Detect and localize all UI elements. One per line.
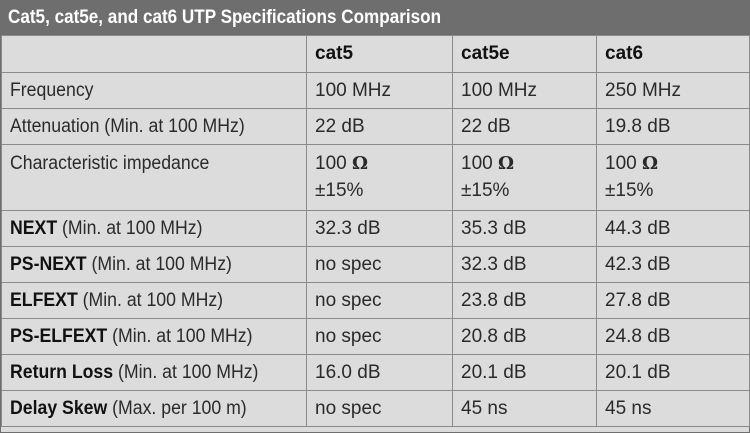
cell-cat5e: 100 Ω ±15% [452,144,597,211]
row-label: NEXT (Min. at 100 MHz) [1,210,307,247]
table-row-elfext: ELFEXT (Min. at 100 MHz) no spec 23.8 dB… [1,282,750,319]
row-label-note: (Max. per 100 m) [107,397,247,419]
cell-cat5e: 22 dB [452,108,597,145]
table-row-delay-skew: Delay Skew (Max. per 100 m) no spec 45 n… [1,390,750,427]
cell-cat5: 16.0 dB [306,354,453,391]
row-label: ELFEXT (Min. at 100 MHz) [1,282,307,319]
ohm-symbol: Ω [641,153,659,174]
cell-cat6: 20.1 dB [596,354,750,391]
row-label: Characteristic impedance [1,144,307,211]
cell-cat6: 250 MHz [596,72,750,109]
cell-cat5: 22 dB [306,108,453,145]
row-label-name: NEXT [10,217,58,239]
table-row-ps-next: PS-NEXT (Min. at 100 MHz) no spec 32.3 d… [1,246,750,283]
cell-cat5e: 45 ns [452,390,597,427]
row-label: PS-NEXT (Min. at 100 MHz) [1,246,307,283]
cell-cat6: 45 ns [596,390,750,427]
cell-cat5: 100 MHz [306,72,453,109]
cell-cat5: no spec [306,282,453,319]
row-label-note: (Min. at 100 MHz) [107,325,253,347]
cell-cat6: 42.3 dB [596,246,750,283]
cell-cat6: 19.8 dB [596,108,750,145]
impedance-value: 100 [461,153,493,174]
impedance-value: 100 [315,153,347,174]
row-label-note: (Min. at 100 MHz) [57,217,203,239]
row-label: Attenuation (Min. at 100 MHz) [1,108,307,145]
cell-cat5e: 20.1 dB [452,354,597,391]
header-cat5: cat5 [306,35,453,73]
ohm-symbol: Ω [351,153,369,174]
header-empty [1,35,307,73]
row-label-name: ELFEXT [10,289,78,311]
row-label-note: (Min. at 100 MHz) [113,361,259,383]
table-row-attenuation: Attenuation (Min. at 100 MHz) 22 dB 22 d… [1,108,750,145]
cell-cat5e: 20.8 dB [452,318,597,355]
spec-table: cat5 cat5e cat6 Frequency 100 MHz 100 MH… [1,35,750,427]
table-title: Cat5, cat5e, and cat6 UTP Specifications… [1,1,749,35]
row-label-text: Characteristic impedance [10,153,210,174]
header-cat5e: cat5e [452,35,597,73]
row-label: Frequency [1,72,307,109]
cell-cat6: 27.8 dB [596,282,750,319]
table-row-impedance: Characteristic impedance 100 Ω ±15% 100 … [1,144,750,211]
ohm-symbol: Ω [497,153,515,174]
cell-cat5e: 100 MHz [452,72,597,109]
cell-cat5: no spec [306,390,453,427]
cell-cat6: 100 Ω ±15% [596,144,750,211]
impedance-value: 100 [605,153,637,174]
row-label-text: Attenuation (Min. at 100 MHz) [10,115,245,137]
cell-cat5: no spec [306,246,453,283]
table-row-ps-elfext: PS-ELFEXT (Min. at 100 MHz) no spec 20.8… [1,318,750,355]
row-label: PS-ELFEXT (Min. at 100 MHz) [1,318,307,355]
table-row-frequency: Frequency 100 MHz 100 MHz 250 MHz [1,72,750,109]
impedance-tolerance: ±15% [315,180,364,201]
cell-cat5: 32.3 dB [306,210,453,247]
row-label-name: Return Loss [10,361,114,383]
table-row-next: NEXT (Min. at 100 MHz) 32.3 dB 35.3 dB 4… [1,210,750,247]
cell-cat5e: 35.3 dB [452,210,597,247]
header-cat6: cat6 [596,35,750,73]
row-label-note: (Min. at 100 MHz) [86,253,232,275]
row-label-name: Delay Skew [10,397,108,419]
cell-cat5: 100 Ω ±15% [306,144,453,211]
cell-cat5e: 23.8 dB [452,282,597,319]
row-label-text: Frequency [10,79,94,101]
row-label: Delay Skew (Max. per 100 m) [1,390,307,427]
impedance-tolerance: ±15% [461,180,510,201]
row-label-name: PS-ELFEXT [10,325,108,347]
cell-cat5: no spec [306,318,453,355]
row-label-note: (Min. at 100 MHz) [77,289,224,311]
header-row: cat5 cat5e cat6 [1,35,750,73]
row-label: Return Loss (Min. at 100 MHz) [1,354,307,391]
impedance-tolerance: ±15% [605,180,654,201]
row-label-name: PS-NEXT [10,253,87,275]
cell-cat5e: 32.3 dB [452,246,597,283]
cell-cat6: 24.8 dB [596,318,750,355]
table-row-return-loss: Return Loss (Min. at 100 MHz) 16.0 dB 20… [1,354,750,391]
cell-cat6: 44.3 dB [596,210,750,247]
